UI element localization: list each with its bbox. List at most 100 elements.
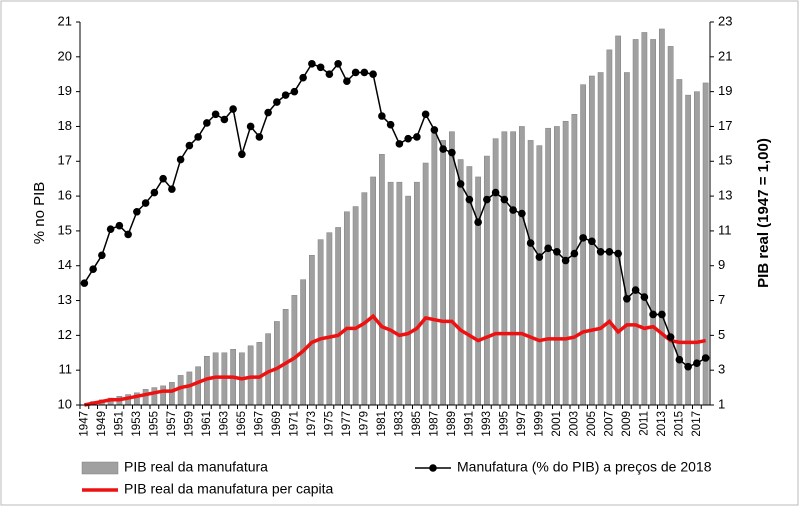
bar: [335, 227, 341, 406]
bar: [361, 192, 368, 406]
marker: [474, 218, 482, 227]
x-tick-label: 1979: [358, 411, 370, 437]
marker: [80, 279, 89, 287]
x-tick-label: 1991: [463, 411, 475, 437]
marker: [211, 110, 220, 119]
y-tick-label: 21: [58, 13, 72, 28]
marker: [535, 253, 544, 261]
x-tick-label: 1995: [498, 411, 510, 437]
bar: [309, 255, 315, 406]
marker: [666, 333, 675, 341]
x-tick-label: 1959: [183, 411, 195, 437]
marker: [518, 209, 526, 218]
x-tick-label: 1953: [131, 411, 143, 437]
marker: [675, 355, 684, 364]
marker: [658, 310, 666, 319]
bar: [632, 39, 639, 406]
marker: [693, 359, 701, 368]
bar: [422, 162, 429, 406]
marker: [605, 248, 614, 256]
x-tick-label: 1989: [446, 411, 458, 437]
marker: [299, 73, 307, 82]
x-tick-label: 1951: [113, 411, 125, 437]
marker: [448, 148, 456, 157]
marker: [430, 126, 439, 134]
marker: [229, 105, 237, 113]
bar: [352, 206, 359, 406]
marker: [570, 249, 579, 258]
bar: [151, 387, 158, 406]
y2-tick-label: 23: [718, 13, 732, 28]
bar: [274, 321, 280, 406]
marker: [141, 199, 150, 207]
marker: [614, 249, 622, 258]
x-tick-label: 1977: [341, 411, 353, 437]
bar: [326, 232, 333, 406]
x-tick-label: 1983: [393, 411, 405, 437]
marker: [194, 133, 202, 141]
bar: [694, 91, 700, 406]
y-tick-label: 12: [58, 327, 72, 342]
x-tick-label: 1973: [306, 411, 318, 437]
bar: [492, 138, 499, 406]
bar: [186, 371, 193, 406]
marker: [500, 195, 509, 204]
marker: [640, 293, 649, 301]
marker: [98, 251, 106, 260]
x-tick-label: 1961: [201, 411, 213, 437]
legend-label: PIB real da manufatura: [124, 459, 268, 475]
bar: [405, 195, 411, 406]
marker: [386, 120, 395, 129]
y2-tick-label: 11: [718, 222, 732, 237]
legend-marker: [429, 464, 437, 472]
marker: [649, 310, 657, 319]
bar: [510, 131, 516, 406]
marker: [553, 248, 561, 256]
marker: [168, 185, 176, 193]
bar: [545, 127, 551, 406]
y2-tick-label: 21: [718, 48, 732, 63]
bar: [659, 28, 665, 406]
legend-label: PIB real da manufatura per capita: [124, 481, 334, 497]
y2-tick-label: 17: [718, 118, 732, 133]
bar: [606, 49, 613, 406]
bar: [379, 154, 385, 406]
y2-axis-title: PIB real (1947 = 1,00): [755, 138, 772, 288]
marker: [89, 265, 97, 274]
y2-tick-label: 3: [718, 362, 725, 377]
marker: [281, 91, 290, 99]
y-tick-label: 11: [59, 362, 73, 377]
bar: [317, 239, 324, 406]
marker: [439, 145, 447, 153]
x-tick-label: 1963: [218, 411, 230, 437]
bar: [440, 140, 446, 406]
bar: [624, 72, 630, 406]
marker: [351, 68, 360, 77]
x-tick-label: 2011: [638, 411, 650, 436]
bar: [667, 46, 674, 406]
bar: [571, 114, 578, 406]
marker: [343, 77, 351, 85]
x-tick-label: 1993: [481, 411, 493, 437]
x-tick-label: 2007: [603, 411, 615, 437]
marker: [176, 155, 185, 164]
marker: [238, 150, 246, 159]
marker: [264, 108, 272, 117]
y2-tick-label: 1: [718, 396, 725, 411]
marker: [185, 141, 194, 150]
marker: [246, 122, 255, 131]
marker: [273, 98, 281, 106]
marker: [133, 207, 141, 216]
x-tick-label: 2001: [551, 411, 563, 437]
marker: [220, 115, 229, 124]
bar: [195, 366, 201, 406]
marker: [701, 354, 710, 362]
marker: [465, 195, 474, 204]
marker: [115, 221, 124, 230]
bar: [527, 140, 534, 406]
x-tick-label: 1999: [533, 411, 545, 437]
x-tick-label: 1987: [428, 411, 440, 437]
marker: [579, 234, 587, 242]
bar: [282, 309, 289, 406]
y2-tick-label: 5: [718, 327, 725, 342]
